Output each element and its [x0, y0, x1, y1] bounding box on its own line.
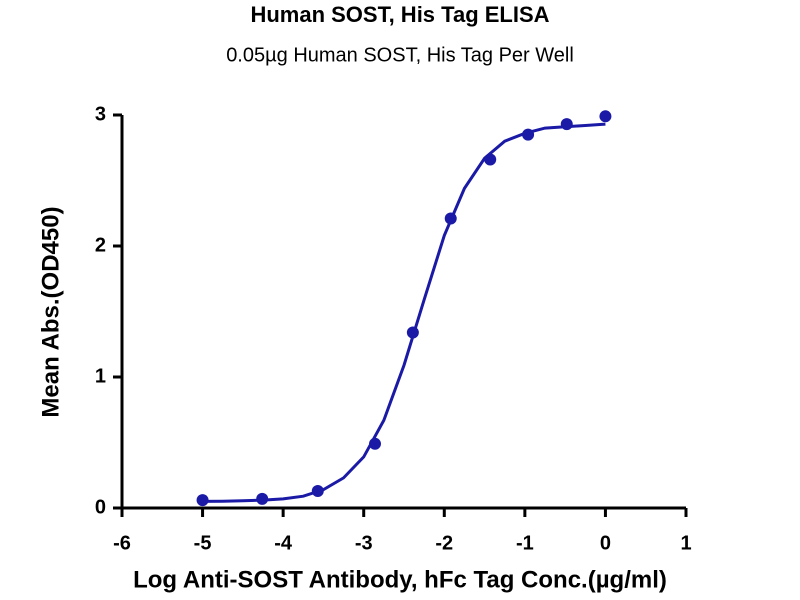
data-point	[406, 326, 419, 339]
data-point	[522, 128, 535, 141]
data-point	[560, 118, 573, 131]
data-point	[196, 494, 209, 507]
x-tick-label: 0	[600, 532, 611, 554]
data-point	[484, 153, 497, 166]
data-point	[368, 437, 381, 450]
data-point	[599, 110, 612, 123]
x-tick-label: -5	[194, 532, 212, 554]
y-tick-label: 3	[95, 103, 106, 125]
y-tick-label: 2	[95, 234, 106, 256]
x-axis-label: Log Anti-SOST Antibody, hFc Tag Conc.(µg…	[133, 566, 667, 593]
data-point	[256, 492, 269, 505]
y-axis-label: Mean Abs.(OD450)	[37, 206, 64, 417]
data-point	[311, 484, 324, 497]
data-point	[444, 212, 457, 225]
x-tick-label: -4	[274, 532, 293, 554]
x-tick-label: -3	[355, 532, 373, 554]
y-tick-label: 1	[95, 365, 106, 387]
y-tick-label: 0	[95, 496, 106, 518]
x-tick-label: -2	[435, 532, 453, 554]
x-tick-label: -6	[113, 532, 131, 554]
x-tick-label: -1	[516, 532, 534, 554]
x-tick-label: 1	[680, 532, 691, 554]
fit-curve	[202, 122, 606, 503]
chart-subtitle: 0.05µg Human SOST, His Tag Per Well	[226, 44, 574, 66]
chart-title: Human SOST, His Tag ELISA	[250, 2, 549, 27]
